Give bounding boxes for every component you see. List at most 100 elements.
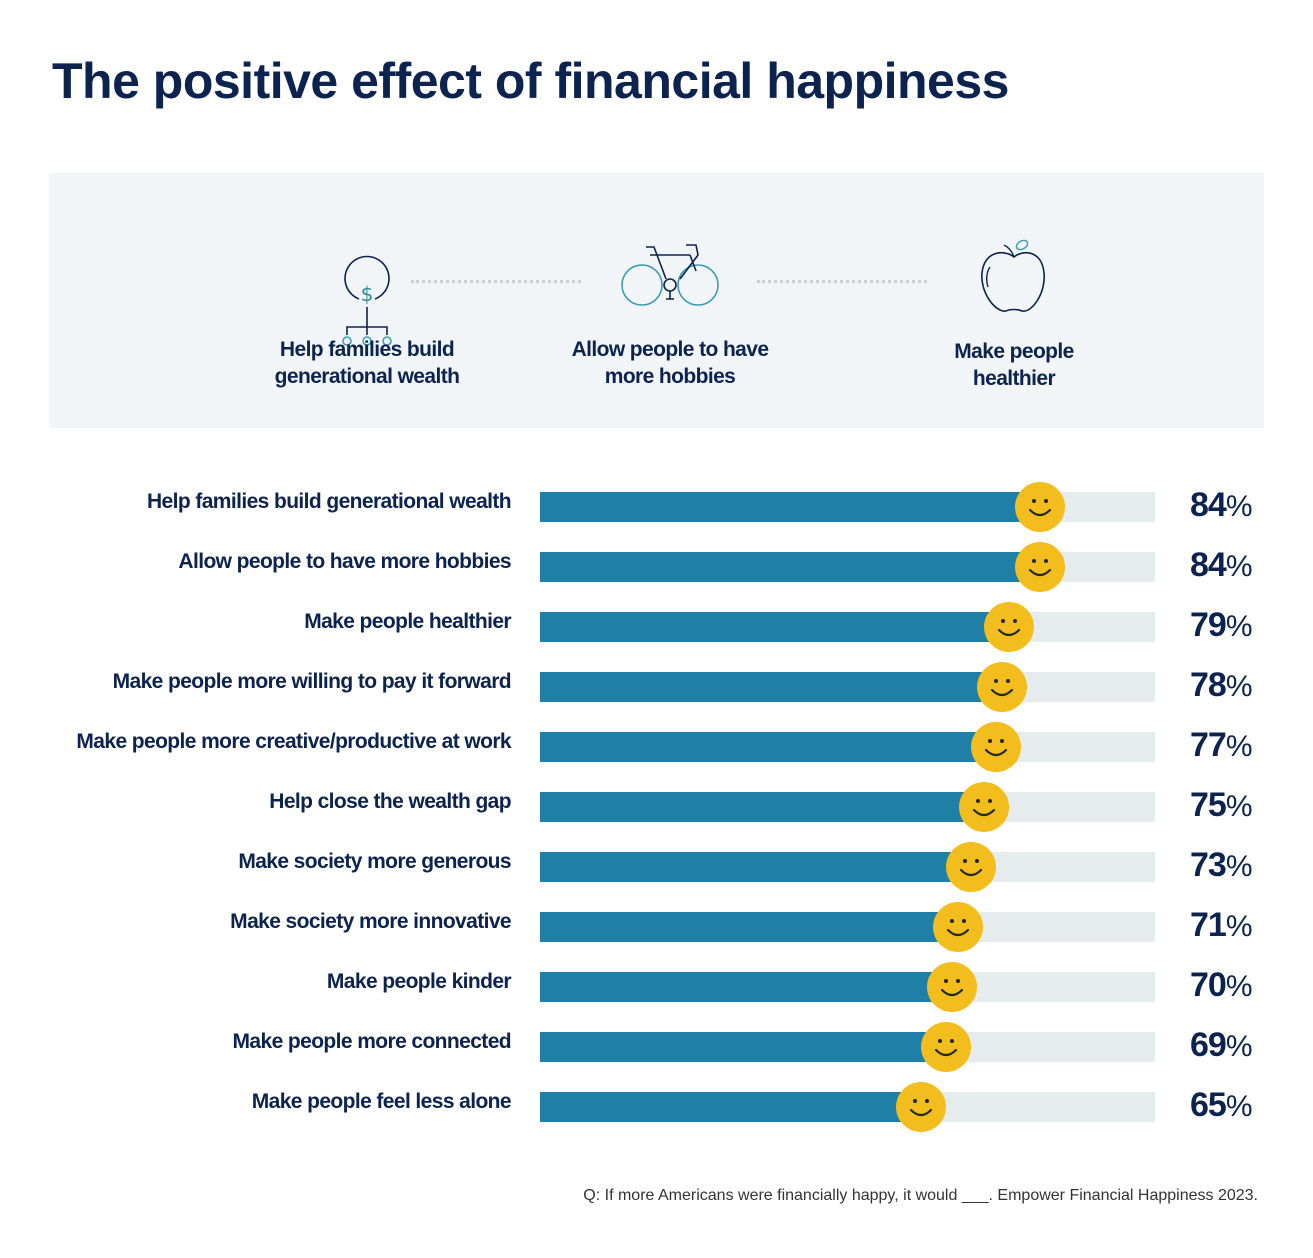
bicycle-icon [621, 244, 719, 306]
value-number: 70 [1190, 966, 1227, 1004]
bar-track [540, 1092, 1155, 1122]
chart-row: Allow people to have more hobbies 84% [0, 530, 1313, 592]
value-number: 79 [1190, 606, 1227, 644]
smiley-icon [895, 1082, 946, 1132]
chart-row: Make people kinder 70% [0, 950, 1313, 1012]
value-label: 69% [1190, 1026, 1253, 1065]
value-label: 84% [1190, 546, 1253, 585]
bar-track [540, 732, 1155, 762]
percent-sign: % [1225, 1030, 1253, 1063]
bar [540, 912, 959, 942]
chart-row: Make people more creative/productive at … [0, 710, 1313, 772]
smiley-icon [1015, 482, 1066, 532]
category-label: Allow people to have more hobbies [178, 550, 511, 573]
bar [540, 492, 1041, 522]
svg-text:$: $ [361, 282, 374, 306]
value-label: 73% [1190, 846, 1253, 885]
smiley-icon [927, 962, 977, 1012]
dotted-divider [757, 280, 927, 283]
category-label: Help close the wealth gap [269, 790, 511, 813]
chart-row: Make society more generous 73% [0, 830, 1313, 892]
category-label: Make society more innovative [230, 910, 511, 933]
bar [540, 792, 984, 822]
category-label: Make people more willing to pay it forwa… [112, 670, 512, 693]
chart-row: Make people healthier 79% [0, 590, 1313, 652]
smiley-icon [977, 662, 1028, 712]
chart-row: Make people more connected 69% [0, 1010, 1313, 1072]
bar [540, 612, 1009, 642]
feature-panel: $ Help families build generational wealt… [49, 173, 1264, 428]
bar-chart: Help families build generational wealth 8… [0, 470, 1313, 1150]
percent-sign: % [1225, 790, 1253, 823]
chart-row: Make people more willing to pay it forwa… [0, 650, 1313, 712]
bar-track [540, 792, 1155, 822]
bar-track [540, 852, 1155, 882]
dotted-divider [411, 280, 581, 283]
feature-family-wealth: $ Help families build generational wealt… [237, 173, 497, 388]
value-label: 75% [1190, 786, 1253, 825]
percent-sign: % [1225, 970, 1253, 1003]
bar-track [540, 672, 1155, 702]
smiley-icon [983, 602, 1034, 652]
feature-label: Make people healthier [954, 340, 1074, 390]
page-title: The positive effect of financial happine… [52, 53, 1009, 109]
value-number: 77 [1190, 726, 1227, 764]
percent-sign: % [1225, 490, 1253, 523]
category-label: Make people kinder [326, 970, 512, 993]
chart-row: Make people feel less alone 65% [0, 1070, 1313, 1132]
bar [540, 552, 1041, 582]
bar-track [540, 912, 1155, 942]
smiley-icon [933, 902, 984, 952]
bar-track [540, 612, 1155, 642]
bar [540, 972, 952, 1002]
category-label: Make people more creative/productive at … [76, 730, 511, 753]
bar [540, 1092, 921, 1122]
category-label: Make people healthier [304, 610, 511, 633]
chart-row: Help close the wealth gap 75% [0, 770, 1313, 832]
percent-sign: % [1225, 670, 1253, 703]
smiley-icon [958, 782, 1009, 832]
category-label: Make people more connected [232, 1030, 512, 1053]
value-number: 84 [1190, 546, 1227, 584]
smiley-icon [1015, 542, 1066, 592]
chart-row: Make society more innovative 71% [0, 890, 1313, 952]
source-note: Q: If more Americans were financially ha… [583, 1187, 1258, 1204]
category-label: Make society more generous [238, 850, 511, 873]
value-label: 84% [1190, 486, 1253, 525]
value-number: 71 [1190, 906, 1227, 944]
value-label: 78% [1190, 666, 1253, 705]
value-number: 69 [1190, 1026, 1227, 1064]
feature-hobbies: Allow people to have more hobbies [540, 173, 800, 388]
category-label: Make people feel less alone [251, 1090, 512, 1113]
percent-sign: % [1225, 610, 1253, 643]
bar-track [540, 972, 1155, 1002]
value-number: 73 [1190, 846, 1227, 884]
smiley-icon [945, 842, 996, 892]
percent-sign: % [1225, 850, 1253, 883]
value-label: 71% [1190, 906, 1253, 945]
bar [540, 732, 997, 762]
percent-sign: % [1225, 1090, 1253, 1123]
value-label: 77% [1190, 726, 1253, 765]
bar [540, 852, 971, 882]
value-label: 70% [1190, 966, 1253, 1005]
apple-icon [981, 239, 1045, 312]
value-number: 84 [1190, 486, 1227, 524]
value-number: 65 [1190, 1086, 1227, 1124]
bar [540, 1032, 946, 1062]
feature-label: Help families build generational wealth [274, 338, 460, 388]
value-label: 65% [1190, 1086, 1253, 1125]
value-number: 75 [1190, 786, 1227, 824]
percent-sign: % [1225, 730, 1253, 763]
category-label: Help families build generational wealth [146, 490, 512, 513]
smiley-icon [971, 722, 1022, 772]
percent-sign: % [1225, 550, 1253, 583]
value-number: 78 [1190, 666, 1227, 704]
bar [540, 672, 1003, 702]
feature-label: Allow people to have more hobbies [571, 338, 769, 388]
smiley-icon [920, 1022, 971, 1072]
chart-row: Help families build generational wealth 8… [0, 470, 1313, 532]
bar-track [540, 1032, 1155, 1062]
percent-sign: % [1225, 910, 1253, 943]
